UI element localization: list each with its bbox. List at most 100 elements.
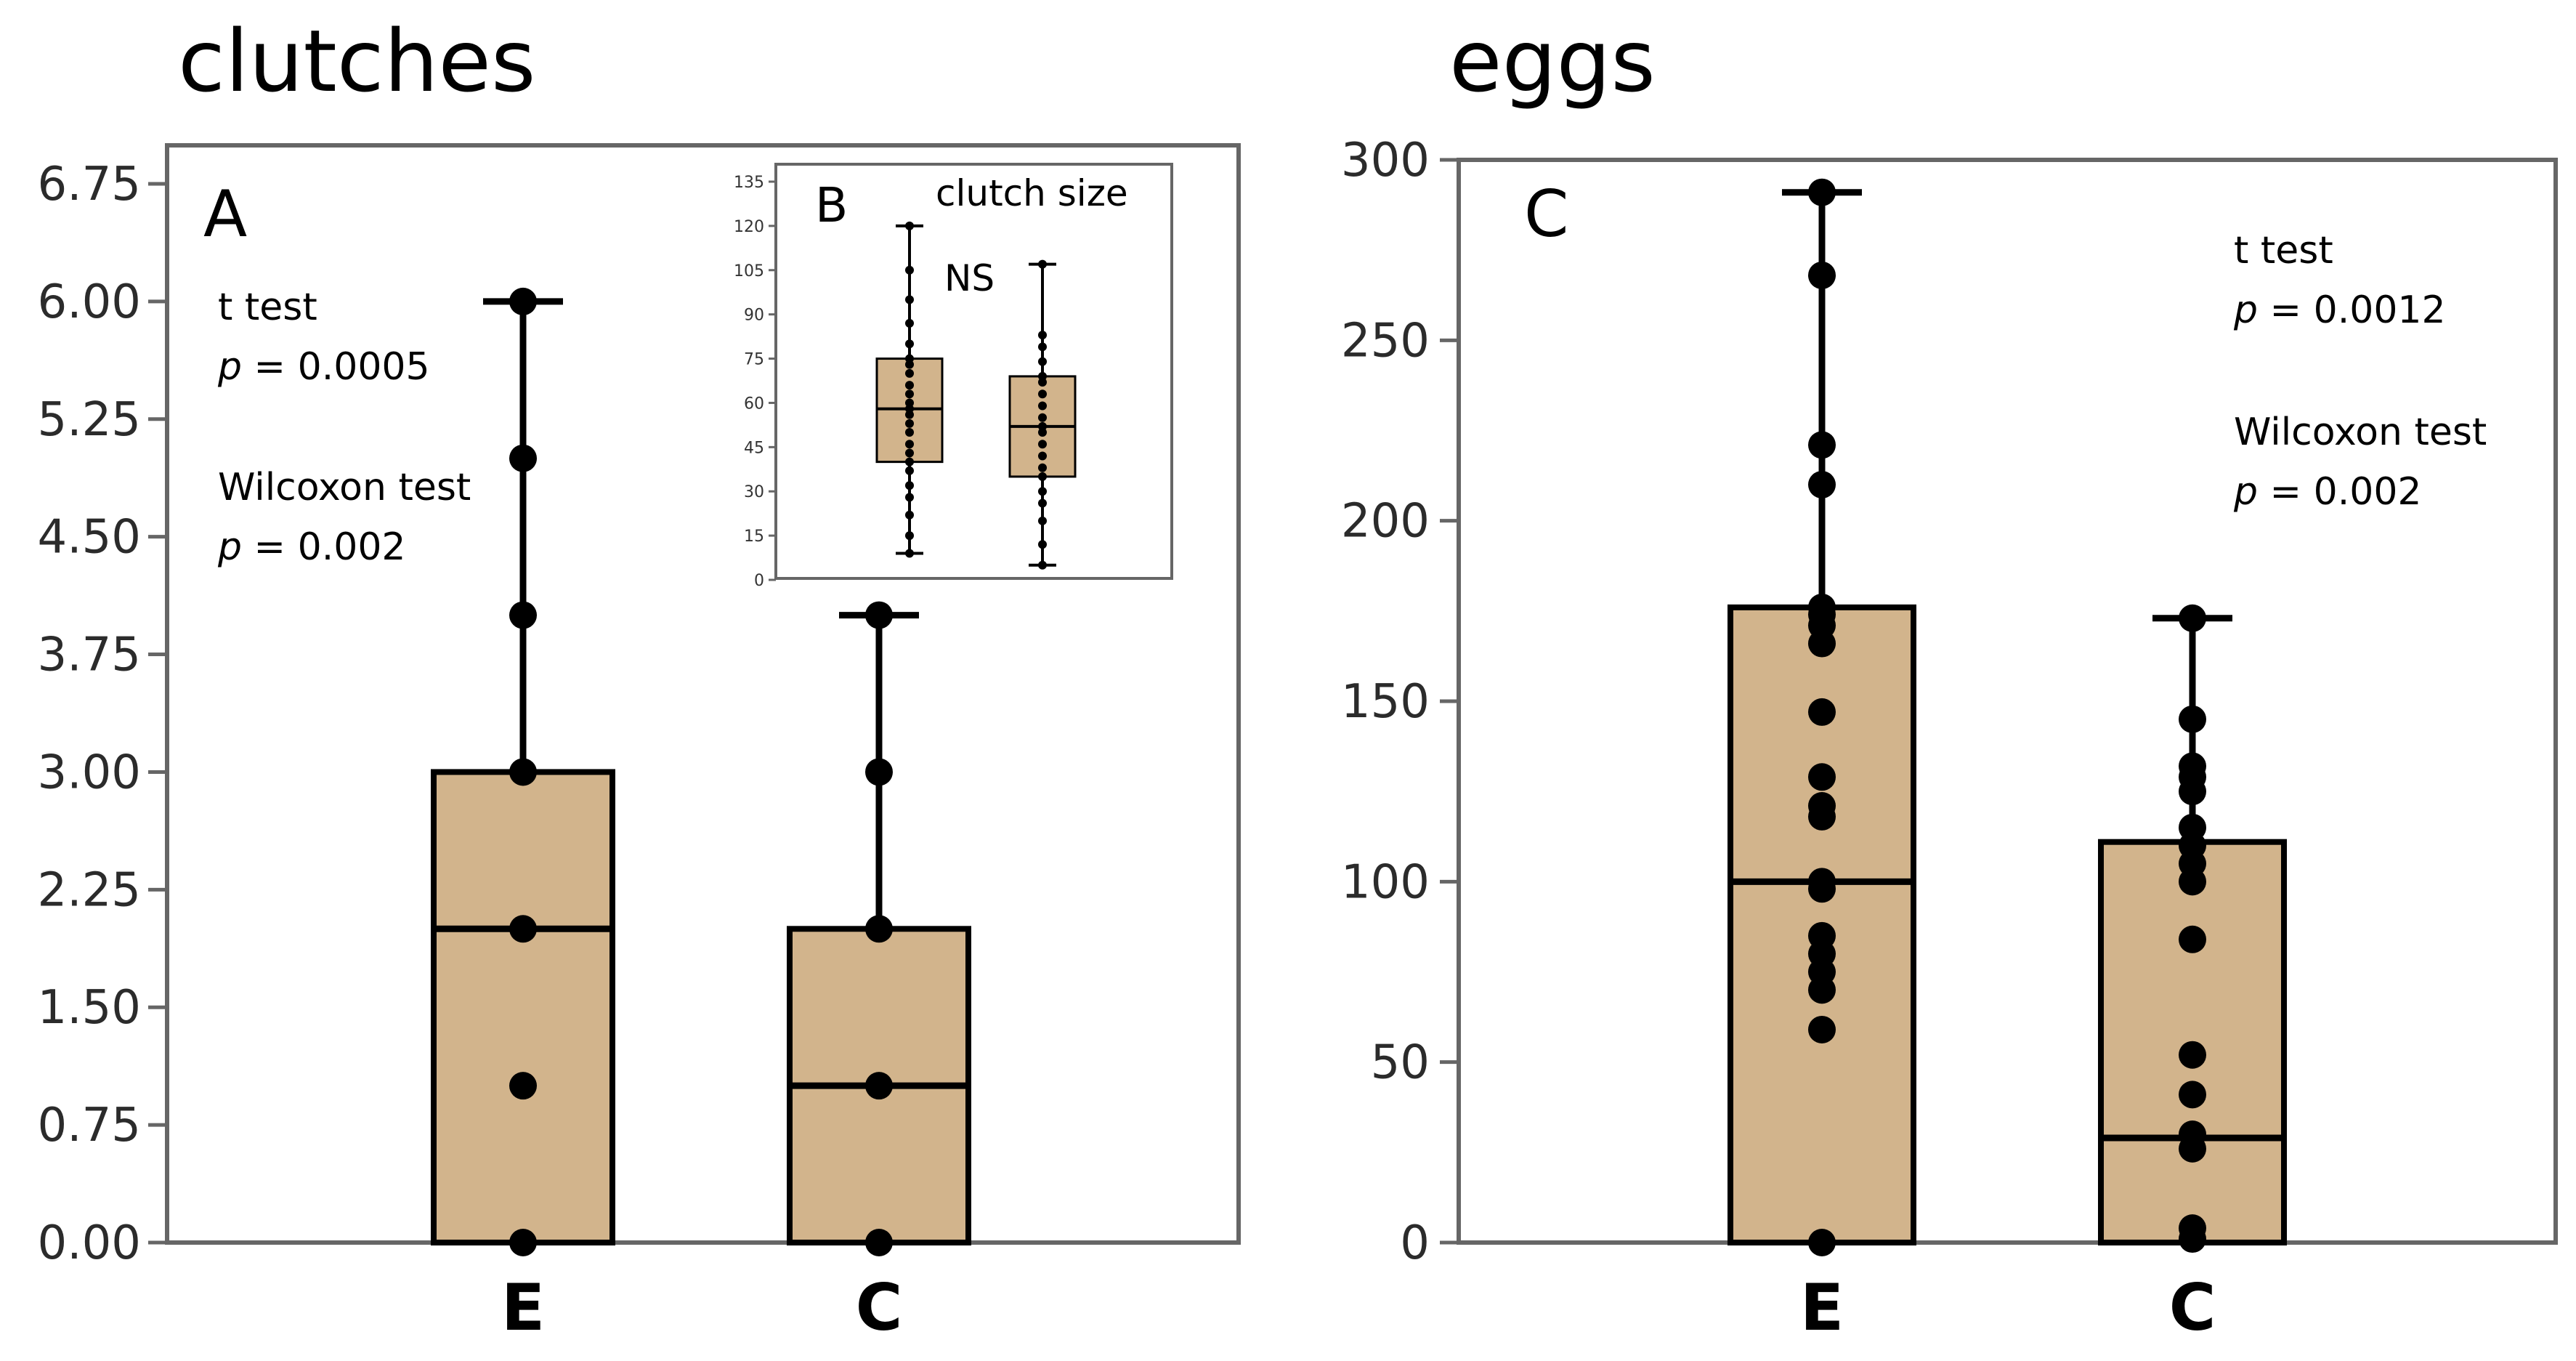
panel-b-label: B xyxy=(815,177,848,233)
y-tick-label: 200 xyxy=(1341,495,1430,549)
data-point xyxy=(509,444,537,472)
panel-c-t-test-label: t test xyxy=(2234,229,2333,272)
right-figure-title: eggs xyxy=(1449,11,1656,111)
panel-c-t-test-p: p = 0.0012 xyxy=(2233,288,2446,332)
y-tick-label: 1.50 xyxy=(38,981,142,1035)
data-point xyxy=(1808,431,1836,459)
panel-a-wilcoxon-p: p = 0.002 xyxy=(217,525,406,569)
panel-b-frame xyxy=(774,163,1173,580)
y-tick-label: 0 xyxy=(1400,1216,1430,1270)
data-point xyxy=(905,398,914,408)
data-point xyxy=(2179,813,2206,841)
data-point xyxy=(2179,1081,2206,1109)
data-point xyxy=(2179,604,2206,632)
panel-b-y-axis: 0 15 30 45 60 75 90 105 120 135 xyxy=(734,174,776,590)
panel-a-plot-area xyxy=(431,287,971,1256)
y-tick-label: 6.00 xyxy=(38,275,142,329)
y-tick-label: 4.50 xyxy=(38,511,142,565)
data-point xyxy=(1808,1015,1836,1043)
chart-panel-b-inset: B clutch size NS 0 15 30 45 60 75 90 105 120 135 xyxy=(734,163,1173,590)
data-point xyxy=(905,354,914,363)
data-point xyxy=(905,466,914,475)
x-category-label: C xyxy=(856,1270,903,1345)
data-point xyxy=(1808,868,1836,896)
y-tick-label: 15 xyxy=(744,528,764,546)
y-tick-label: 250 xyxy=(1341,314,1430,368)
y-tick-label: 6.75 xyxy=(38,158,142,211)
data-point xyxy=(905,419,914,428)
data-point xyxy=(865,601,893,629)
data-point xyxy=(1038,401,1047,411)
data-point xyxy=(905,549,914,558)
data-point xyxy=(1038,259,1047,269)
panel-a-t-test-p: p = 0.0005 xyxy=(217,345,430,389)
data-point xyxy=(865,1229,893,1256)
panel-a-t-test-label: t test xyxy=(218,286,317,329)
data-point xyxy=(1038,331,1047,340)
data-point xyxy=(1808,471,1836,498)
data-point xyxy=(2179,705,2206,733)
y-tick-label: 135 xyxy=(734,174,764,192)
data-point xyxy=(1038,463,1047,472)
data-point xyxy=(905,510,914,520)
data-point xyxy=(509,758,537,786)
y-tick-label: 30 xyxy=(744,483,764,501)
data-point xyxy=(865,1072,893,1100)
data-point xyxy=(905,531,914,541)
data-point xyxy=(2179,1120,2206,1148)
y-tick-label: 45 xyxy=(744,439,764,457)
y-tick-label: 150 xyxy=(1341,675,1430,729)
panel-c-plot-area xyxy=(1728,178,2287,1256)
panel-c-y-axis: 0 50 100 150 200 250 300 xyxy=(1341,134,1459,1270)
data-point xyxy=(2179,1041,2206,1069)
y-tick-label: 60 xyxy=(744,395,764,413)
y-tick-label: 90 xyxy=(744,307,764,325)
data-point xyxy=(1038,540,1047,549)
data-point xyxy=(1038,389,1047,399)
data-point xyxy=(1808,698,1836,726)
data-point xyxy=(1038,413,1047,422)
y-tick-label: 0 xyxy=(754,572,764,590)
y-tick-label: 50 xyxy=(1371,1036,1430,1090)
y-tick-label: 3.75 xyxy=(38,629,142,682)
data-point xyxy=(905,295,914,304)
data-point xyxy=(1038,498,1047,508)
y-tick-label: 105 xyxy=(734,262,764,280)
data-point xyxy=(509,287,537,315)
panel-c-wilcoxon-label: Wilcoxon test xyxy=(2234,411,2487,454)
data-point xyxy=(905,440,914,449)
data-point xyxy=(1038,342,1047,352)
data-point xyxy=(1808,261,1836,289)
data-point xyxy=(2179,1214,2206,1243)
data-point xyxy=(905,221,914,230)
y-tick-label: 120 xyxy=(734,218,764,236)
y-tick-label: 5.25 xyxy=(38,393,142,447)
data-point xyxy=(2179,925,2206,953)
panel-a-frame xyxy=(165,143,1241,1245)
y-tick-label: 100 xyxy=(1341,855,1430,909)
data-point xyxy=(905,428,914,437)
y-tick-label: 300 xyxy=(1341,134,1430,187)
data-point xyxy=(905,339,914,349)
data-point xyxy=(1038,472,1047,481)
panel-b-title: clutch size xyxy=(936,172,1128,214)
data-point xyxy=(509,1072,537,1100)
data-point xyxy=(1038,357,1047,366)
y-tick-label: 2.25 xyxy=(38,863,142,917)
y-tick-label: 3.00 xyxy=(38,746,142,799)
data-point xyxy=(1808,763,1836,791)
panel-a-y-axis: 0.00 0.75 1.50 2.25 3.00 3.75 4.50 5.25 6.00 6.75 xyxy=(38,158,167,1270)
data-point xyxy=(509,601,537,629)
data-point xyxy=(1038,516,1047,525)
data-point xyxy=(1038,560,1047,570)
left-figure-title: clutches xyxy=(178,11,535,111)
data-point xyxy=(1038,487,1047,496)
data-point xyxy=(1808,921,1836,950)
data-point xyxy=(905,448,914,458)
panel-c-wilcoxon-p: p = 0.002 xyxy=(2233,470,2422,514)
data-point xyxy=(1038,371,1047,381)
y-tick-label: 75 xyxy=(744,351,764,369)
data-point xyxy=(905,457,914,467)
